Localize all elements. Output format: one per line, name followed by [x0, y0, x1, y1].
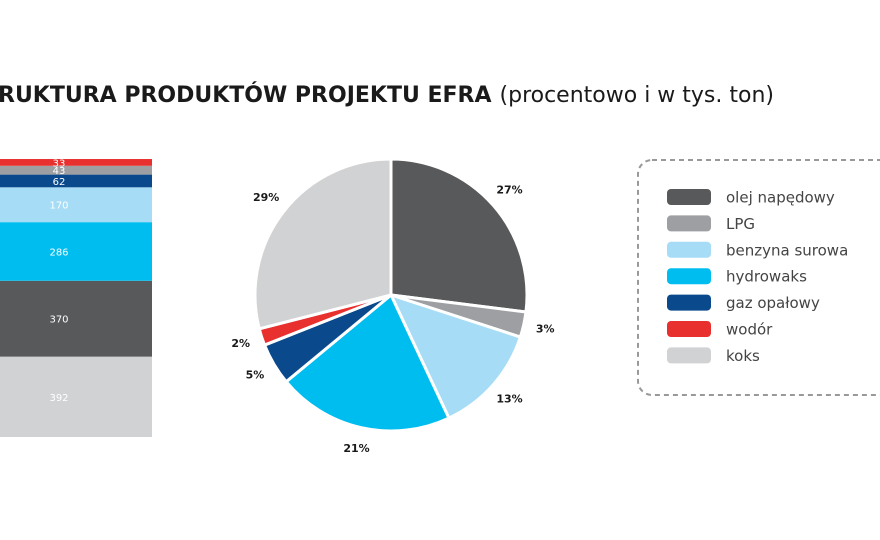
pie-label: 2% — [231, 337, 250, 350]
pie-label: 13% — [496, 392, 522, 405]
legend-swatch — [667, 321, 711, 337]
legend-swatch — [667, 215, 711, 232]
legend-swatch — [667, 189, 711, 205]
legend-box — [637, 159, 880, 396]
bar-segment — [0, 165, 152, 175]
pie-slice — [389, 157, 529, 314]
pie-slice — [284, 293, 451, 433]
legend-label: hydrowaks — [726, 268, 807, 286]
bar-label: 370 — [49, 315, 68, 326]
chart-title: RUKTURA PRODUKTÓW PROJEKTU EFRA (procento… — [0, 82, 774, 108]
bar-label: 170 — [49, 201, 68, 212]
pie-slice — [253, 157, 393, 331]
legend-label: LPG — [726, 215, 755, 233]
legend-label: benzyna surowa — [726, 241, 848, 259]
bar-segment — [0, 222, 152, 281]
bar-label: 392 — [49, 393, 68, 404]
pie-label: 5% — [246, 368, 265, 381]
subtitle: (procentowo i w tys. ton) — [500, 83, 774, 108]
legend-label: koks — [726, 347, 760, 365]
bar-label: 43 — [53, 166, 66, 177]
legend-swatch — [667, 347, 711, 364]
legend-swatch — [667, 241, 711, 258]
bar-segment — [0, 159, 152, 166]
title: RUKTURA PRODUKTÓW PROJEKTU EFRA — [0, 82, 492, 108]
bar-segment — [0, 356, 152, 437]
pie-label: 27% — [496, 184, 522, 197]
legend-swatch — [667, 294, 711, 311]
legend-label: wodór — [726, 321, 773, 339]
bar-label: 62 — [53, 177, 66, 188]
pie-label: 3% — [536, 322, 555, 335]
pie-label: 29% — [253, 191, 279, 204]
pie-label: 21% — [343, 442, 369, 455]
bar-label: 286 — [49, 247, 68, 258]
bar-segment — [0, 280, 152, 357]
legend-swatch — [667, 268, 711, 285]
bar-label: 33 — [53, 158, 66, 169]
legend-label: olej napędowy — [726, 189, 835, 207]
bar-segment — [0, 187, 152, 223]
bar-segment — [0, 174, 152, 188]
pie-slice — [389, 293, 522, 420]
legend-label: gaz opałowy — [726, 294, 820, 312]
